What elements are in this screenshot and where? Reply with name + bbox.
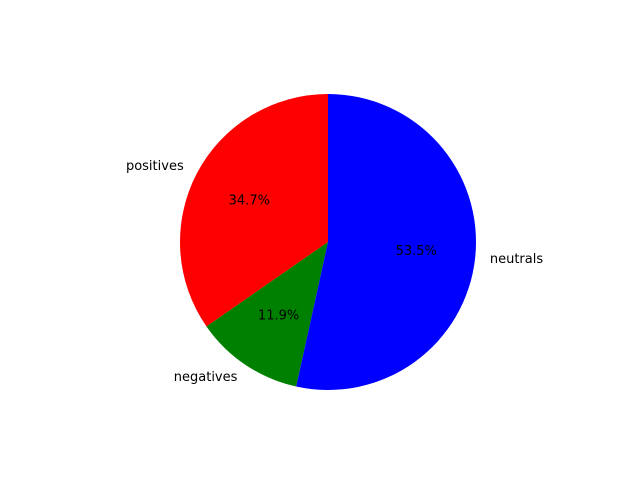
pie-slice-negatives [206,242,328,387]
slice-label-neutrals: neutrals [490,252,543,267]
percent-label-neutrals: 53.5% [396,244,437,259]
pie-slice-positives [180,94,328,327]
pie-labels: positives 34.7% negatives 11.9% neutrals 53.5… [126,159,543,385]
slice-label-negatives: negatives [174,370,238,385]
percent-label-positives: 34.7% [229,193,270,208]
pie-slices [180,94,477,390]
slice-label-positives: positives [126,159,184,174]
pie-slice-neutrals [296,94,477,390]
percent-label-negatives: 11.9% [258,308,299,323]
